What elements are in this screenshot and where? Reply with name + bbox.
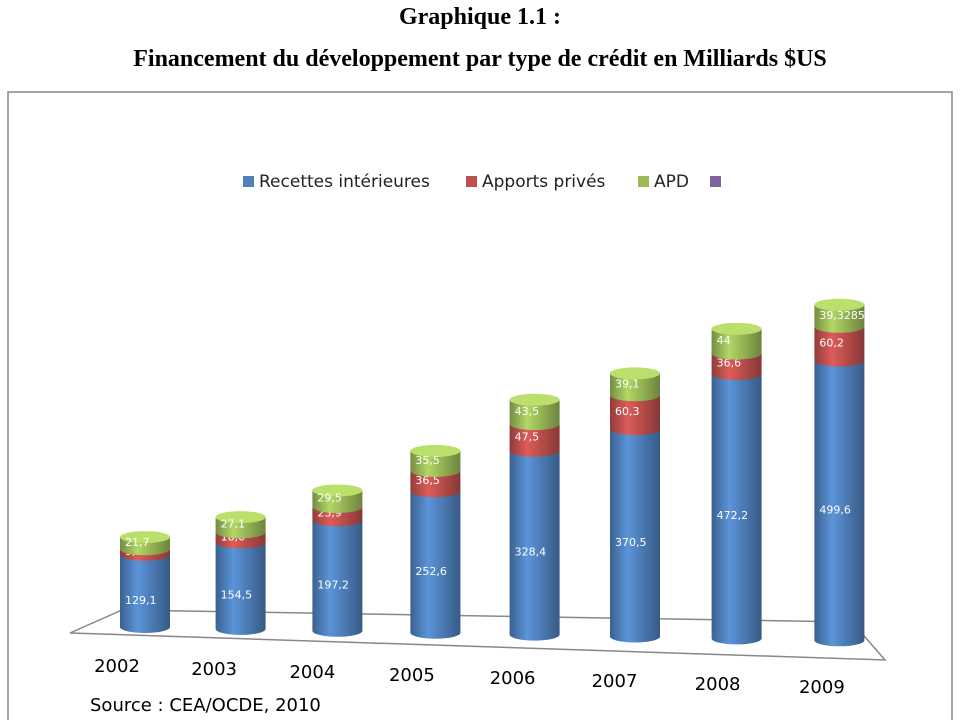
data-label: 60,2 bbox=[819, 337, 844, 350]
bar-segment bbox=[509, 399, 560, 431]
data-label: 370,5 bbox=[615, 536, 647, 549]
bar-segment bbox=[215, 542, 266, 635]
x-tick-label: 2003 bbox=[191, 659, 237, 680]
data-label: 44 bbox=[717, 334, 731, 347]
x-tick-label: 2006 bbox=[490, 668, 536, 689]
x-tick-label: 2007 bbox=[592, 671, 638, 692]
legend-swatch bbox=[243, 176, 254, 187]
x-tick-label: 2008 bbox=[695, 674, 741, 695]
x-tick-label: 2002 bbox=[94, 656, 140, 677]
data-label: 129,1 bbox=[125, 594, 157, 607]
legend-swatch bbox=[638, 176, 649, 187]
legend-swatch bbox=[710, 176, 721, 187]
data-label: 21,7 bbox=[125, 536, 150, 549]
bar-segment bbox=[814, 326, 865, 367]
bar-segment bbox=[509, 424, 560, 457]
data-label: 39,328571 bbox=[819, 309, 879, 322]
source-note: Source : CEA/OCDE, 2010 bbox=[90, 695, 321, 716]
bar-segment bbox=[410, 491, 461, 639]
bar-segment bbox=[312, 490, 363, 513]
bar-segment bbox=[711, 328, 762, 360]
bar-segment bbox=[610, 373, 660, 402]
data-label: 29,5 bbox=[317, 492, 342, 505]
bar-segment bbox=[120, 554, 170, 633]
bar-top bbox=[410, 444, 461, 457]
data-label: 35,5 bbox=[415, 454, 440, 467]
bar-top bbox=[509, 393, 560, 406]
legend-label: Recettes intérieures bbox=[259, 172, 430, 192]
data-label: 472,2 bbox=[717, 509, 749, 522]
bar-top bbox=[312, 484, 363, 497]
legend-swatch bbox=[466, 176, 477, 187]
bar-segment bbox=[410, 450, 461, 477]
bar-top bbox=[120, 531, 170, 544]
data-label: 60,3 bbox=[615, 405, 640, 418]
data-label: 39,1 bbox=[615, 377, 640, 390]
bar-segment bbox=[814, 304, 865, 333]
chart-title: Graphique 1.1 : bbox=[398, 4, 562, 30]
bar-top bbox=[610, 367, 660, 380]
chart-subtitle: Financement du développement par type de… bbox=[133, 46, 827, 72]
bar-segment bbox=[312, 520, 363, 637]
data-label: 499,6 bbox=[819, 503, 851, 516]
data-label: 252,6 bbox=[415, 565, 447, 578]
bar-segment bbox=[215, 517, 266, 539]
data-label: 47,5 bbox=[515, 430, 540, 443]
x-tick-label: 2004 bbox=[289, 662, 335, 683]
x-tick-label: 2005 bbox=[389, 665, 435, 686]
data-label: 36,5 bbox=[415, 474, 440, 487]
bar-segment bbox=[610, 429, 660, 643]
bar-segment bbox=[814, 360, 865, 647]
data-label: 36,6 bbox=[717, 357, 742, 370]
bar-segment bbox=[711, 353, 762, 380]
data-label: 197,2 bbox=[317, 579, 349, 592]
data-label: 43,5 bbox=[515, 405, 540, 418]
data-label: 328,4 bbox=[515, 546, 547, 559]
bar-segment bbox=[509, 450, 560, 641]
x-tick-label: 2009 bbox=[799, 677, 845, 698]
bar-segment bbox=[410, 470, 461, 498]
bar-top bbox=[814, 298, 865, 311]
bar-segment bbox=[610, 395, 660, 436]
legend-label: APD bbox=[654, 172, 689, 192]
bar-segment bbox=[711, 373, 762, 645]
legend-label: Apports privés bbox=[482, 172, 606, 192]
data-label: 154,5 bbox=[221, 589, 253, 602]
bar-top bbox=[711, 322, 762, 335]
data-label: 27,1 bbox=[221, 518, 246, 531]
bar-top bbox=[215, 511, 266, 524]
